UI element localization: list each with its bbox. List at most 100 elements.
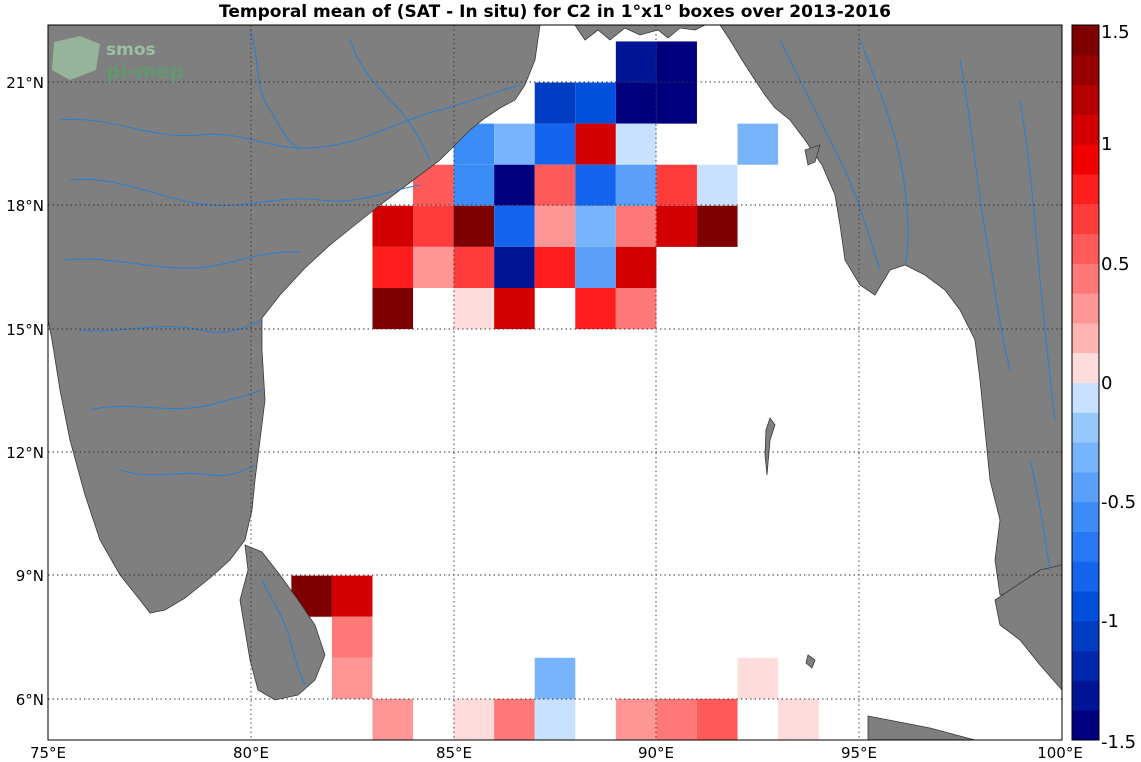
x-tick-75: 75°E bbox=[30, 744, 66, 762]
heatmap-cell-43 bbox=[331, 616, 373, 658]
andaman-islands bbox=[764, 417, 776, 476]
y-axis-ticks: 6°N 9°N 12°N 15°N 18°N 21°N bbox=[6, 74, 44, 709]
heatmap-cell-34 bbox=[575, 246, 616, 288]
logo-emblem bbox=[52, 36, 100, 80]
y-tick-15: 15°N bbox=[6, 321, 44, 339]
heatmap-cell-2 bbox=[534, 82, 576, 124]
map-frame bbox=[47, 24, 1063, 741]
heatmap-cell-20 bbox=[372, 205, 414, 247]
heatmap-cell-44 bbox=[331, 657, 373, 699]
x-tick-95: 95°E bbox=[841, 744, 877, 762]
heatmap-cell-14 bbox=[494, 164, 535, 206]
thailand-landmass bbox=[994, 564, 1063, 692]
heatmap-cell-40 bbox=[615, 287, 657, 330]
logo-line1: smos bbox=[106, 40, 156, 60]
heatmap-cell-54 bbox=[778, 698, 819, 740]
heatmap-cell-24 bbox=[534, 205, 576, 247]
river-5 bbox=[89, 389, 263, 411]
colorbar-swatch-19 bbox=[1072, 144, 1099, 175]
river-14 bbox=[1029, 459, 1051, 571]
heatmap-cell-42 bbox=[331, 575, 373, 617]
bangladesh-landmass bbox=[574, 24, 706, 41]
colorbar-swatch-18 bbox=[1072, 173, 1099, 205]
heatmap-cell-53 bbox=[696, 698, 738, 740]
heatmap-cell-15 bbox=[534, 164, 576, 206]
heatmap-cell-13 bbox=[453, 164, 495, 206]
heatmap-cell-4 bbox=[615, 82, 657, 124]
rivers bbox=[59, 29, 1056, 686]
cbar-tick--0.5: -0.5 bbox=[1101, 492, 1136, 513]
heatmap-cell-33 bbox=[534, 246, 576, 288]
colorbar-swatch-4 bbox=[1072, 591, 1099, 622]
x-tick-85: 85°E bbox=[436, 744, 472, 762]
colorbar-swatch-3 bbox=[1072, 620, 1099, 652]
heatmap-cell-49 bbox=[494, 698, 535, 740]
colorbar-swatch-12 bbox=[1072, 352, 1099, 383]
colorbar-frame bbox=[1071, 24, 1100, 741]
heatmap-cell-46 bbox=[737, 657, 779, 699]
cbar-tick-1.5: 1.5 bbox=[1101, 22, 1130, 43]
heatmap-cell-35 bbox=[615, 246, 657, 288]
colorbar-swatch-16 bbox=[1072, 233, 1099, 264]
river-12 bbox=[959, 59, 1011, 371]
heatmap-cell-29 bbox=[372, 246, 414, 288]
cbar-tick--1.5: -1.5 bbox=[1101, 732, 1136, 753]
colorbar-swatch-11 bbox=[1072, 382, 1099, 413]
heatmap-cell-22 bbox=[453, 205, 495, 247]
heatmap-cells bbox=[291, 41, 819, 740]
heatmap-cell-11 bbox=[737, 123, 779, 165]
colorbar-swatch-13 bbox=[1072, 322, 1099, 354]
heatmap-cell-5 bbox=[656, 82, 697, 124]
cbar-tick-1: 1 bbox=[1101, 134, 1112, 155]
river-1 bbox=[59, 84, 521, 149]
heatmap-cell-27 bbox=[656, 205, 697, 247]
y-tick-9: 9°N bbox=[16, 567, 44, 585]
heatmap-cell-51 bbox=[615, 698, 657, 740]
heatmap-cell-18 bbox=[656, 164, 697, 206]
heatmap-cell-48 bbox=[453, 698, 495, 740]
colorbar-swatch-21 bbox=[1072, 84, 1099, 115]
river-13 bbox=[1019, 99, 1056, 421]
y-tick-18: 18°N bbox=[6, 197, 44, 215]
india-landmass bbox=[47, 24, 541, 614]
heatmap-cell-16 bbox=[575, 164, 616, 206]
heatmap-cell-52 bbox=[656, 698, 697, 740]
colorbar-swatch-5 bbox=[1072, 561, 1099, 592]
logo-line2: pi-mep bbox=[106, 59, 184, 83]
heatmap-cell-39 bbox=[575, 287, 616, 330]
x-tick-100: 100°E bbox=[1037, 744, 1083, 762]
heatmap-cell-8 bbox=[534, 123, 576, 165]
cbar-tick-0.5: 0.5 bbox=[1101, 254, 1130, 275]
river-4 bbox=[79, 319, 263, 333]
heatmap-cell-17 bbox=[615, 164, 657, 206]
river-10 bbox=[779, 39, 881, 271]
heatmap-cell-50 bbox=[534, 698, 576, 740]
heatmap-cell-9 bbox=[575, 123, 616, 165]
land-masses bbox=[47, 24, 1063, 741]
x-tick-90: 90°E bbox=[638, 744, 674, 762]
island-east bbox=[804, 144, 821, 166]
river-6 bbox=[119, 464, 256, 477]
colorbar-swatch-9 bbox=[1072, 442, 1099, 473]
heatmap-cell-1 bbox=[656, 41, 697, 83]
heatmap-cell-45 bbox=[534, 657, 576, 699]
heatmap-cell-7 bbox=[494, 123, 535, 165]
colorbar-swatch-6 bbox=[1072, 531, 1099, 562]
colorbar-swatches bbox=[1072, 25, 1099, 741]
heatmap-cell-23 bbox=[494, 205, 535, 247]
colorbar-swatch-8 bbox=[1072, 471, 1099, 503]
heatmap-cell-37 bbox=[453, 287, 495, 330]
heatmap-cell-38 bbox=[494, 287, 535, 330]
heatmap-cell-25 bbox=[575, 205, 616, 247]
cbar-tick-0: 0 bbox=[1101, 373, 1112, 394]
colorbar-swatch-7 bbox=[1072, 501, 1099, 532]
island-nicobar bbox=[805, 654, 816, 669]
colorbar-swatch-15 bbox=[1072, 263, 1099, 294]
heatmap-cell-10 bbox=[615, 123, 657, 165]
y-tick-12: 12°N bbox=[6, 444, 44, 462]
heatmap-cell-28 bbox=[696, 205, 738, 247]
colorbar-swatch-0 bbox=[1072, 710, 1099, 741]
heatmap-cell-19 bbox=[696, 164, 738, 206]
colorbar-swatch-17 bbox=[1072, 203, 1099, 235]
heatmap-cell-26 bbox=[615, 205, 657, 247]
